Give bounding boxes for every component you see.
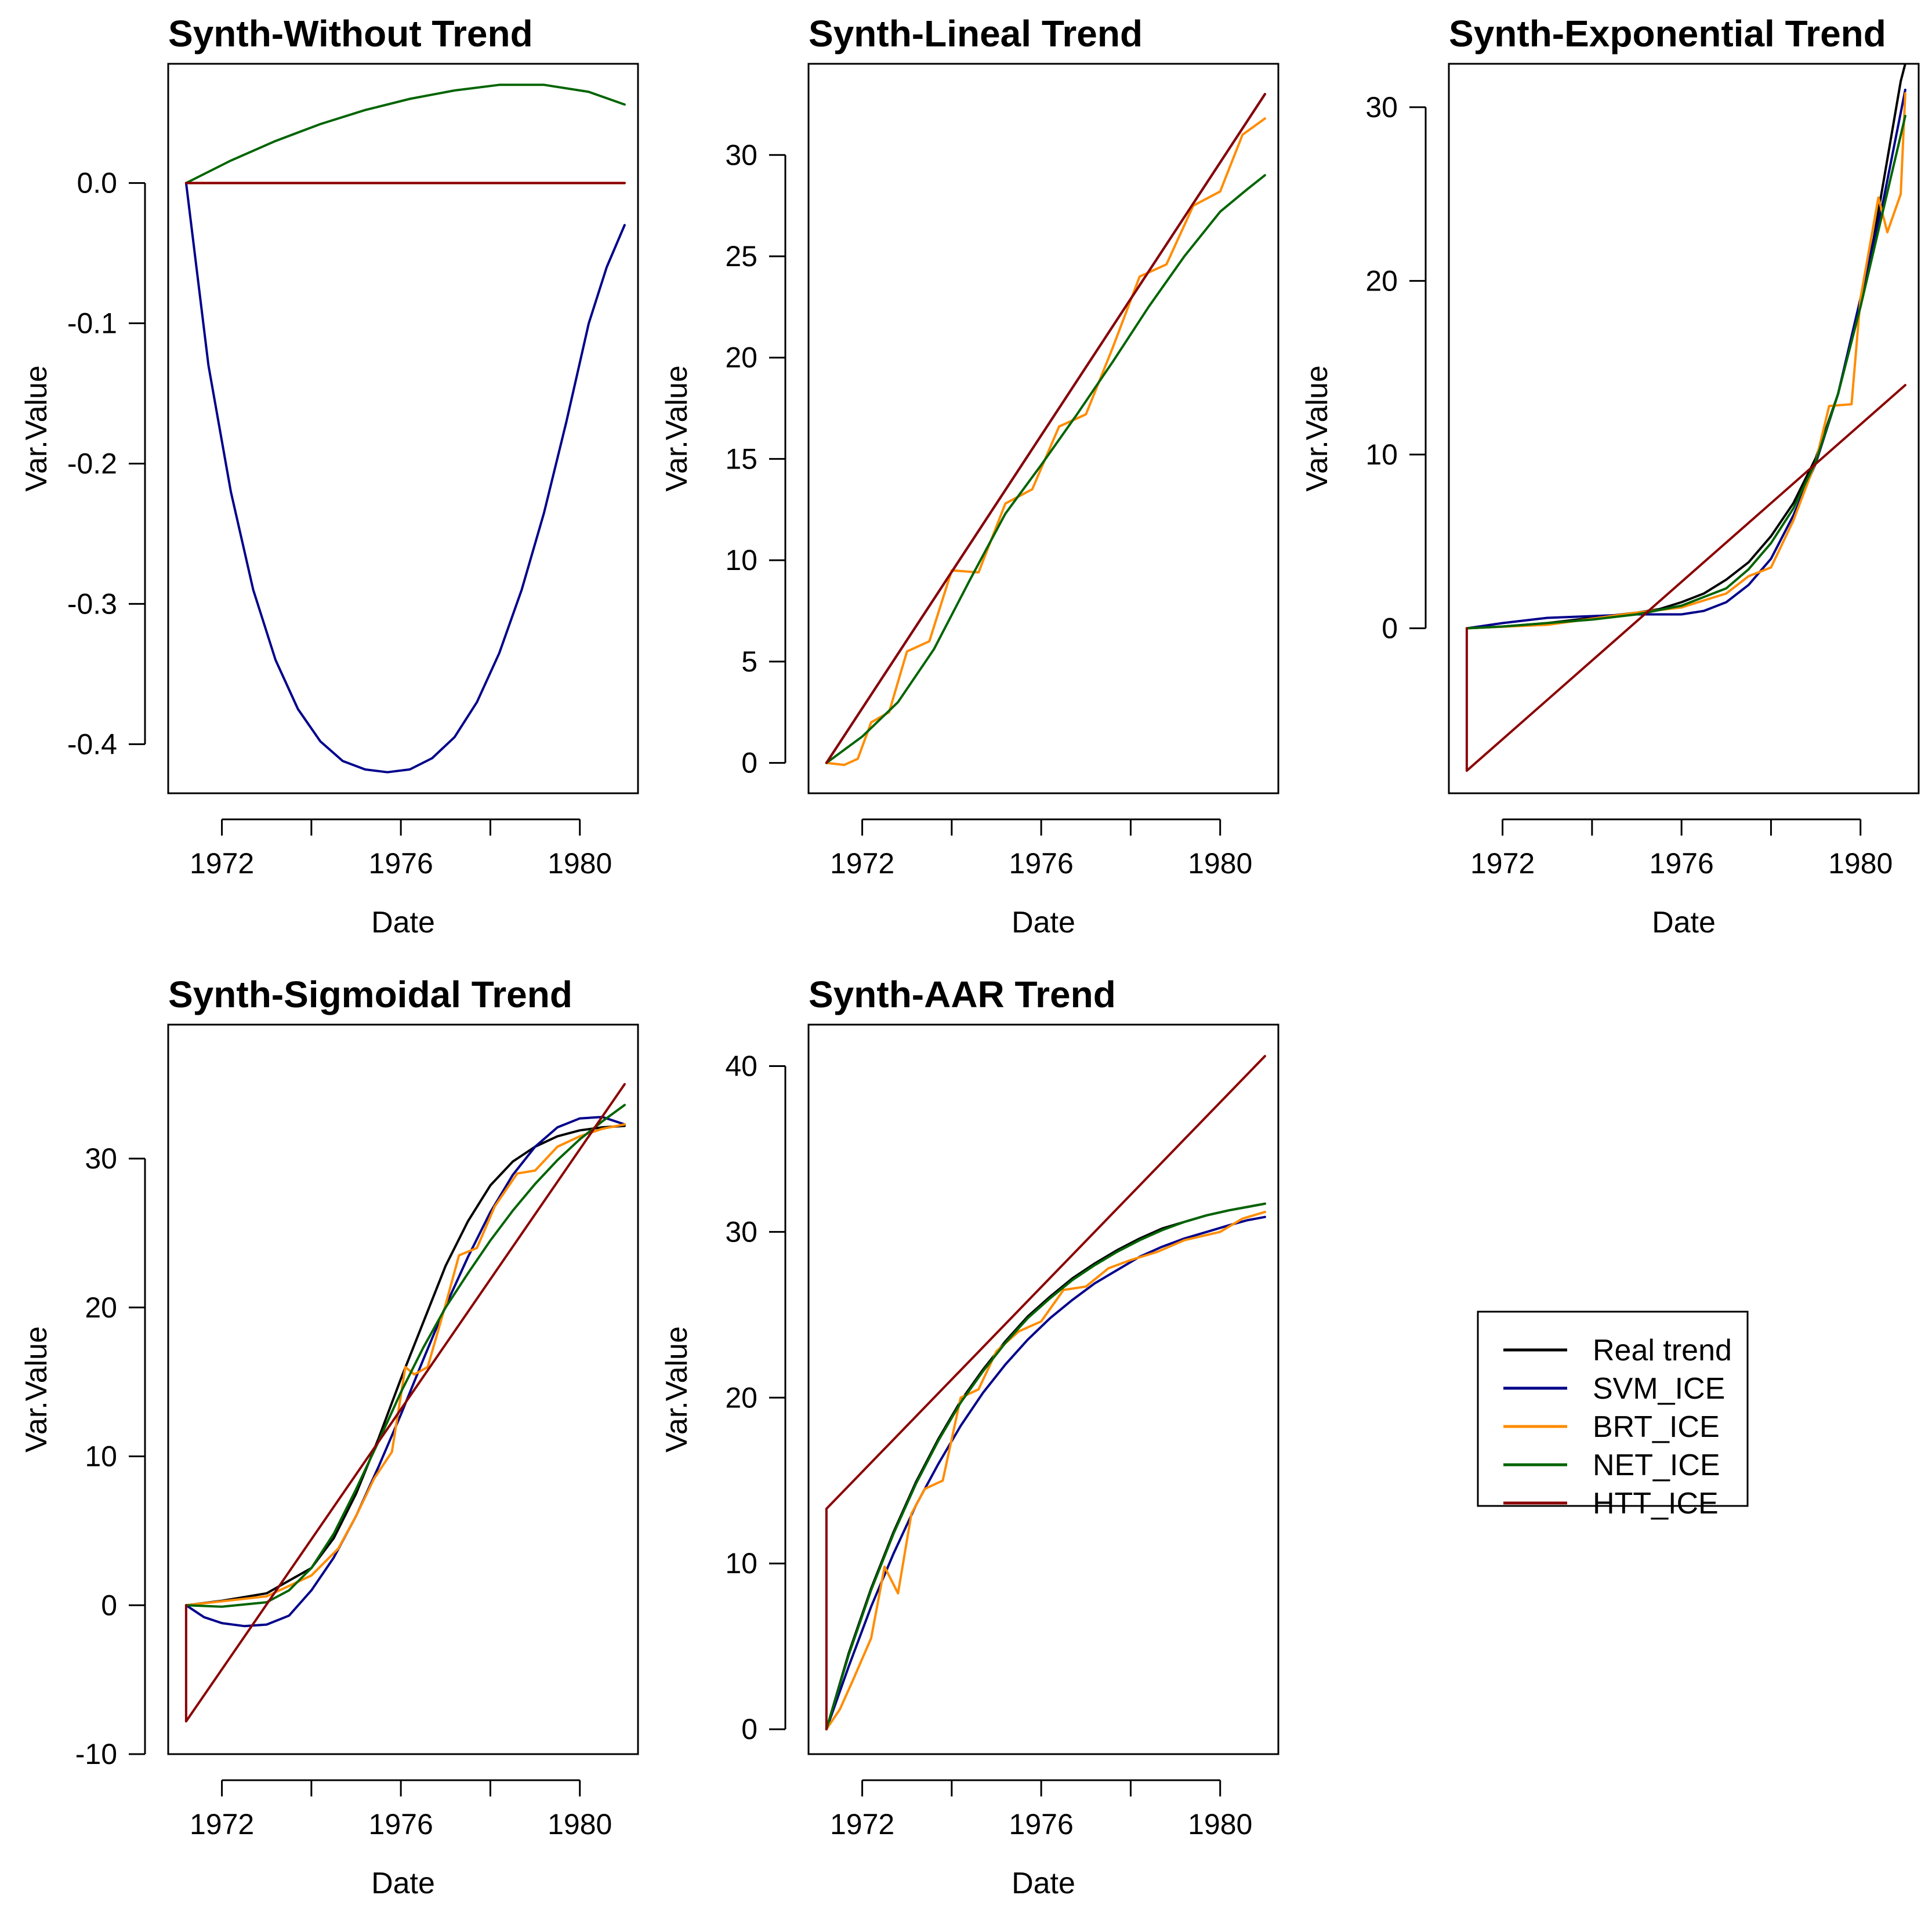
x-tick-label: 1976	[369, 1808, 433, 1841]
y-tick-label: 0	[741, 747, 757, 779]
x-tick-label: 1980	[1828, 847, 1893, 880]
y-tick-label: 20	[725, 1381, 757, 1414]
y-tick-label: 0	[101, 1589, 117, 1621]
panel-4: Synth-Sigmoidal Trend 1972 1976 1980 Date -10…	[20, 974, 639, 1900]
x-tick-label: 1976	[1009, 847, 1074, 880]
series-line-net-ice	[1465, 114, 1906, 630]
x-tick-label: 1976	[1650, 847, 1714, 880]
x-tick-label: 1980	[548, 1808, 612, 1841]
x-tick-label: 1980	[1188, 1808, 1252, 1841]
series-group	[825, 93, 1266, 767]
x-tick-label: 1980	[1188, 847, 1252, 880]
y-axis-label: Var.Value	[660, 1326, 694, 1453]
y-tick-label: 10	[85, 1440, 117, 1473]
y-tick-label: 20	[725, 342, 757, 374]
y-tick-label: 15	[725, 442, 757, 475]
x-tick-label: 1972	[830, 847, 894, 880]
legend-label-svm-ice: SVM_ICE	[1593, 1372, 1725, 1406]
series-line-htt-ice	[1465, 384, 1906, 772]
y-tick-label: 30	[1365, 91, 1398, 124]
legend-label-htt-ice: HTT_ICE	[1593, 1487, 1719, 1520]
x-axis-label: Date	[1012, 1867, 1075, 1900]
series-line-net-ice	[184, 84, 626, 184]
series-line-brt-ice	[184, 1123, 626, 1607]
y-tick-label: 0	[1382, 612, 1398, 644]
x-tick-label: 1976	[1009, 1808, 1074, 1841]
y-tick-label: -0.1	[67, 307, 117, 340]
legend-box	[1477, 1311, 1749, 1507]
x-axis-label: Date	[371, 906, 435, 939]
x-tick-label: 1972	[1470, 847, 1535, 880]
y-tick-label: -0.3	[67, 587, 117, 620]
chart-title: Synth-Exponential Trend	[1449, 13, 1886, 55]
y-tick-label: 0	[741, 1713, 757, 1745]
y-axis-label: Var.Value	[20, 1326, 53, 1453]
y-tick-label: 40	[725, 1050, 757, 1082]
series-line-net-ice	[825, 174, 1266, 764]
chart-title: Synth-Lineal Trend	[809, 13, 1143, 55]
panel-1: Synth-Without Trend 1972 1976 1980 Date 0.0 -0…	[20, 13, 639, 939]
plot-frame	[167, 63, 639, 794]
chart-title: Synth-Sigmoidal Trend	[168, 974, 572, 1015]
x-tick-label: 1972	[190, 847, 254, 880]
series-line-htt-ice	[825, 93, 1266, 764]
y-tick-label: 5	[741, 645, 757, 678]
series-group	[184, 1083, 626, 1723]
series-line-real-trend	[184, 1124, 626, 1607]
x-tick-label: 1972	[190, 1808, 254, 1841]
y-tick-label: 30	[85, 1142, 117, 1175]
series-line-brt-ice	[825, 1211, 1266, 1731]
y-tick-label: 0.0	[77, 167, 117, 199]
legend: Real trend SVM_ICE BRT_ICE NET_ICE HTT_I…	[1477, 1311, 1749, 1520]
series-line-htt-ice	[184, 1083, 626, 1723]
series-line-svm-ice	[184, 182, 626, 774]
y-axis-label: Var.Value	[20, 365, 53, 492]
chart-title: Synth-AAR Trend	[809, 974, 1116, 1015]
legend-label-real-trend: Real trend	[1593, 1334, 1732, 1367]
series-line-htt-ice	[825, 1055, 1266, 1731]
plot-frame	[167, 1023, 639, 1755]
y-tick-label: 10	[725, 544, 757, 576]
y-tick-label: 10	[725, 1547, 757, 1580]
y-tick-label: 20	[85, 1291, 117, 1324]
panel-2: Synth-Lineal Trend 1972 1976 1980 Date 0 5 10 15…	[660, 13, 1279, 939]
x-tick-label: 1976	[369, 847, 433, 880]
x-tick-label: 1980	[548, 847, 612, 880]
y-tick-label: 10	[1365, 438, 1398, 471]
panels: Synth-Without Trend 1972 1976 1980 Date 0.0 -0…	[20, 13, 1920, 1900]
series-line-net-ice	[184, 1103, 626, 1608]
series-line-net-ice	[825, 1202, 1266, 1731]
y-tick-label: 20	[1365, 264, 1398, 297]
series-group	[184, 84, 626, 774]
panel-3: Synth-Exponential Trend 1972 1976 1980 Date 0…	[1300, 13, 1920, 939]
y-tick-label: -0.4	[67, 728, 117, 760]
series-line-svm-ice	[825, 1215, 1266, 1731]
y-tick-label: -10	[75, 1738, 117, 1770]
plot-frame	[807, 63, 1279, 794]
y-tick-label: 30	[725, 1215, 757, 1248]
series-group	[1465, 64, 1906, 772]
legend-label-net-ice: NET_ICE	[1593, 1449, 1720, 1482]
y-tick-label: 25	[725, 240, 757, 273]
x-axis-label: Date	[1652, 906, 1716, 939]
y-tick-label: -0.2	[67, 447, 117, 480]
x-tick-label: 1972	[830, 1808, 894, 1841]
series-group	[825, 1055, 1266, 1731]
legend-label-brt-ice: BRT_ICE	[1593, 1410, 1720, 1444]
y-axis-label: Var.Value	[1300, 365, 1334, 492]
plot-frame	[807, 1023, 1279, 1755]
panel-5: Synth-AAR Trend 1972 1976 1980 Date 0 10 20 30 40…	[660, 974, 1279, 1900]
y-axis-label: Var.Value	[660, 365, 694, 492]
plot-frame	[1448, 63, 1920, 794]
x-axis-label: Date	[371, 1867, 435, 1900]
x-axis-label: Date	[1012, 906, 1075, 939]
chart-title: Synth-Without Trend	[168, 13, 533, 55]
y-tick-label: 30	[725, 139, 757, 171]
